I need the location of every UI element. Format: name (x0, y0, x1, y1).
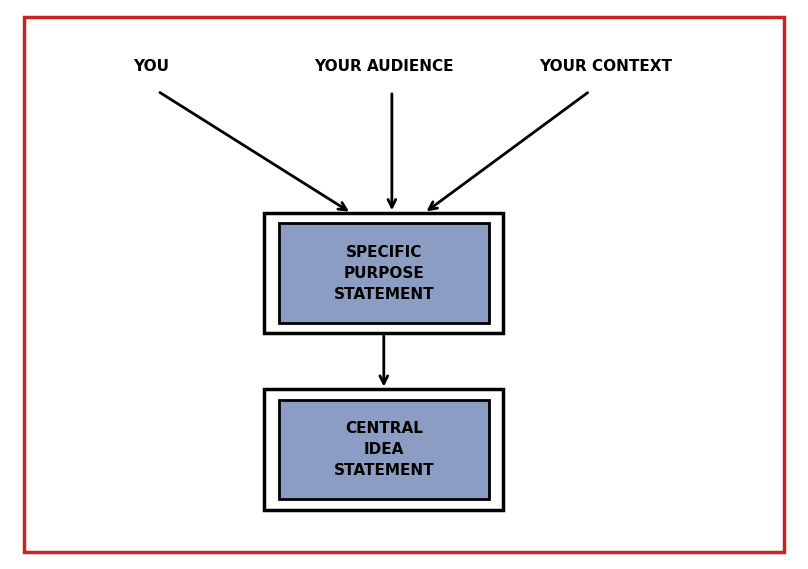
Text: YOUR CONTEXT: YOUR CONTEXT (540, 59, 672, 74)
Text: SPECIFIC
PURPOSE
STATEMENT: SPECIFIC PURPOSE STATEMENT (334, 245, 434, 302)
FancyBboxPatch shape (264, 390, 503, 510)
Text: YOUR AUDIENCE: YOUR AUDIENCE (314, 59, 453, 74)
Text: CENTRAL
IDEA
STATEMENT: CENTRAL IDEA STATEMENT (334, 421, 434, 478)
FancyBboxPatch shape (279, 224, 489, 323)
FancyBboxPatch shape (264, 213, 503, 333)
Text: YOU: YOU (133, 59, 170, 74)
FancyBboxPatch shape (279, 399, 489, 500)
